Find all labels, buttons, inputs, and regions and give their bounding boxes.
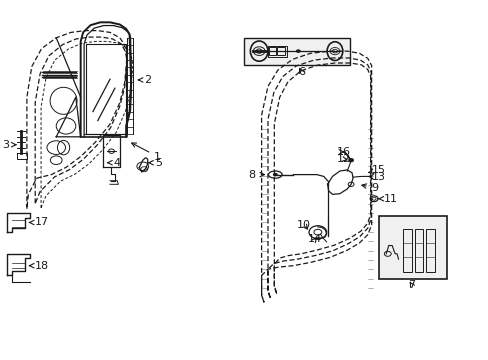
Text: 11: 11	[378, 194, 397, 204]
Text: 17: 17	[29, 217, 49, 228]
Bar	[267, 46, 286, 57]
Text: 12: 12	[336, 154, 350, 164]
Bar	[276, 47, 285, 55]
Bar	[269, 47, 275, 55]
Text: 3: 3	[2, 140, 16, 150]
Circle shape	[272, 173, 277, 176]
Text: 7: 7	[407, 280, 415, 290]
Text: 9: 9	[361, 183, 378, 193]
Bar	[378, 216, 447, 279]
Text: 10: 10	[297, 220, 311, 230]
Circle shape	[295, 49, 300, 53]
Text: 6: 6	[297, 67, 304, 77]
Text: 4: 4	[107, 158, 121, 168]
Bar	[403, 229, 411, 272]
Text: 16: 16	[336, 147, 350, 157]
Bar	[414, 229, 423, 272]
Text: 13: 13	[368, 172, 385, 182]
Text: 15: 15	[368, 165, 385, 175]
Text: 14: 14	[307, 234, 322, 244]
Text: 18: 18	[29, 261, 49, 271]
Text: 8: 8	[248, 170, 264, 180]
Bar	[425, 229, 434, 272]
Text: 1: 1	[131, 143, 161, 162]
Text: 2: 2	[138, 75, 151, 85]
Bar	[244, 38, 349, 65]
Text: 5: 5	[149, 158, 162, 168]
Circle shape	[347, 158, 353, 162]
